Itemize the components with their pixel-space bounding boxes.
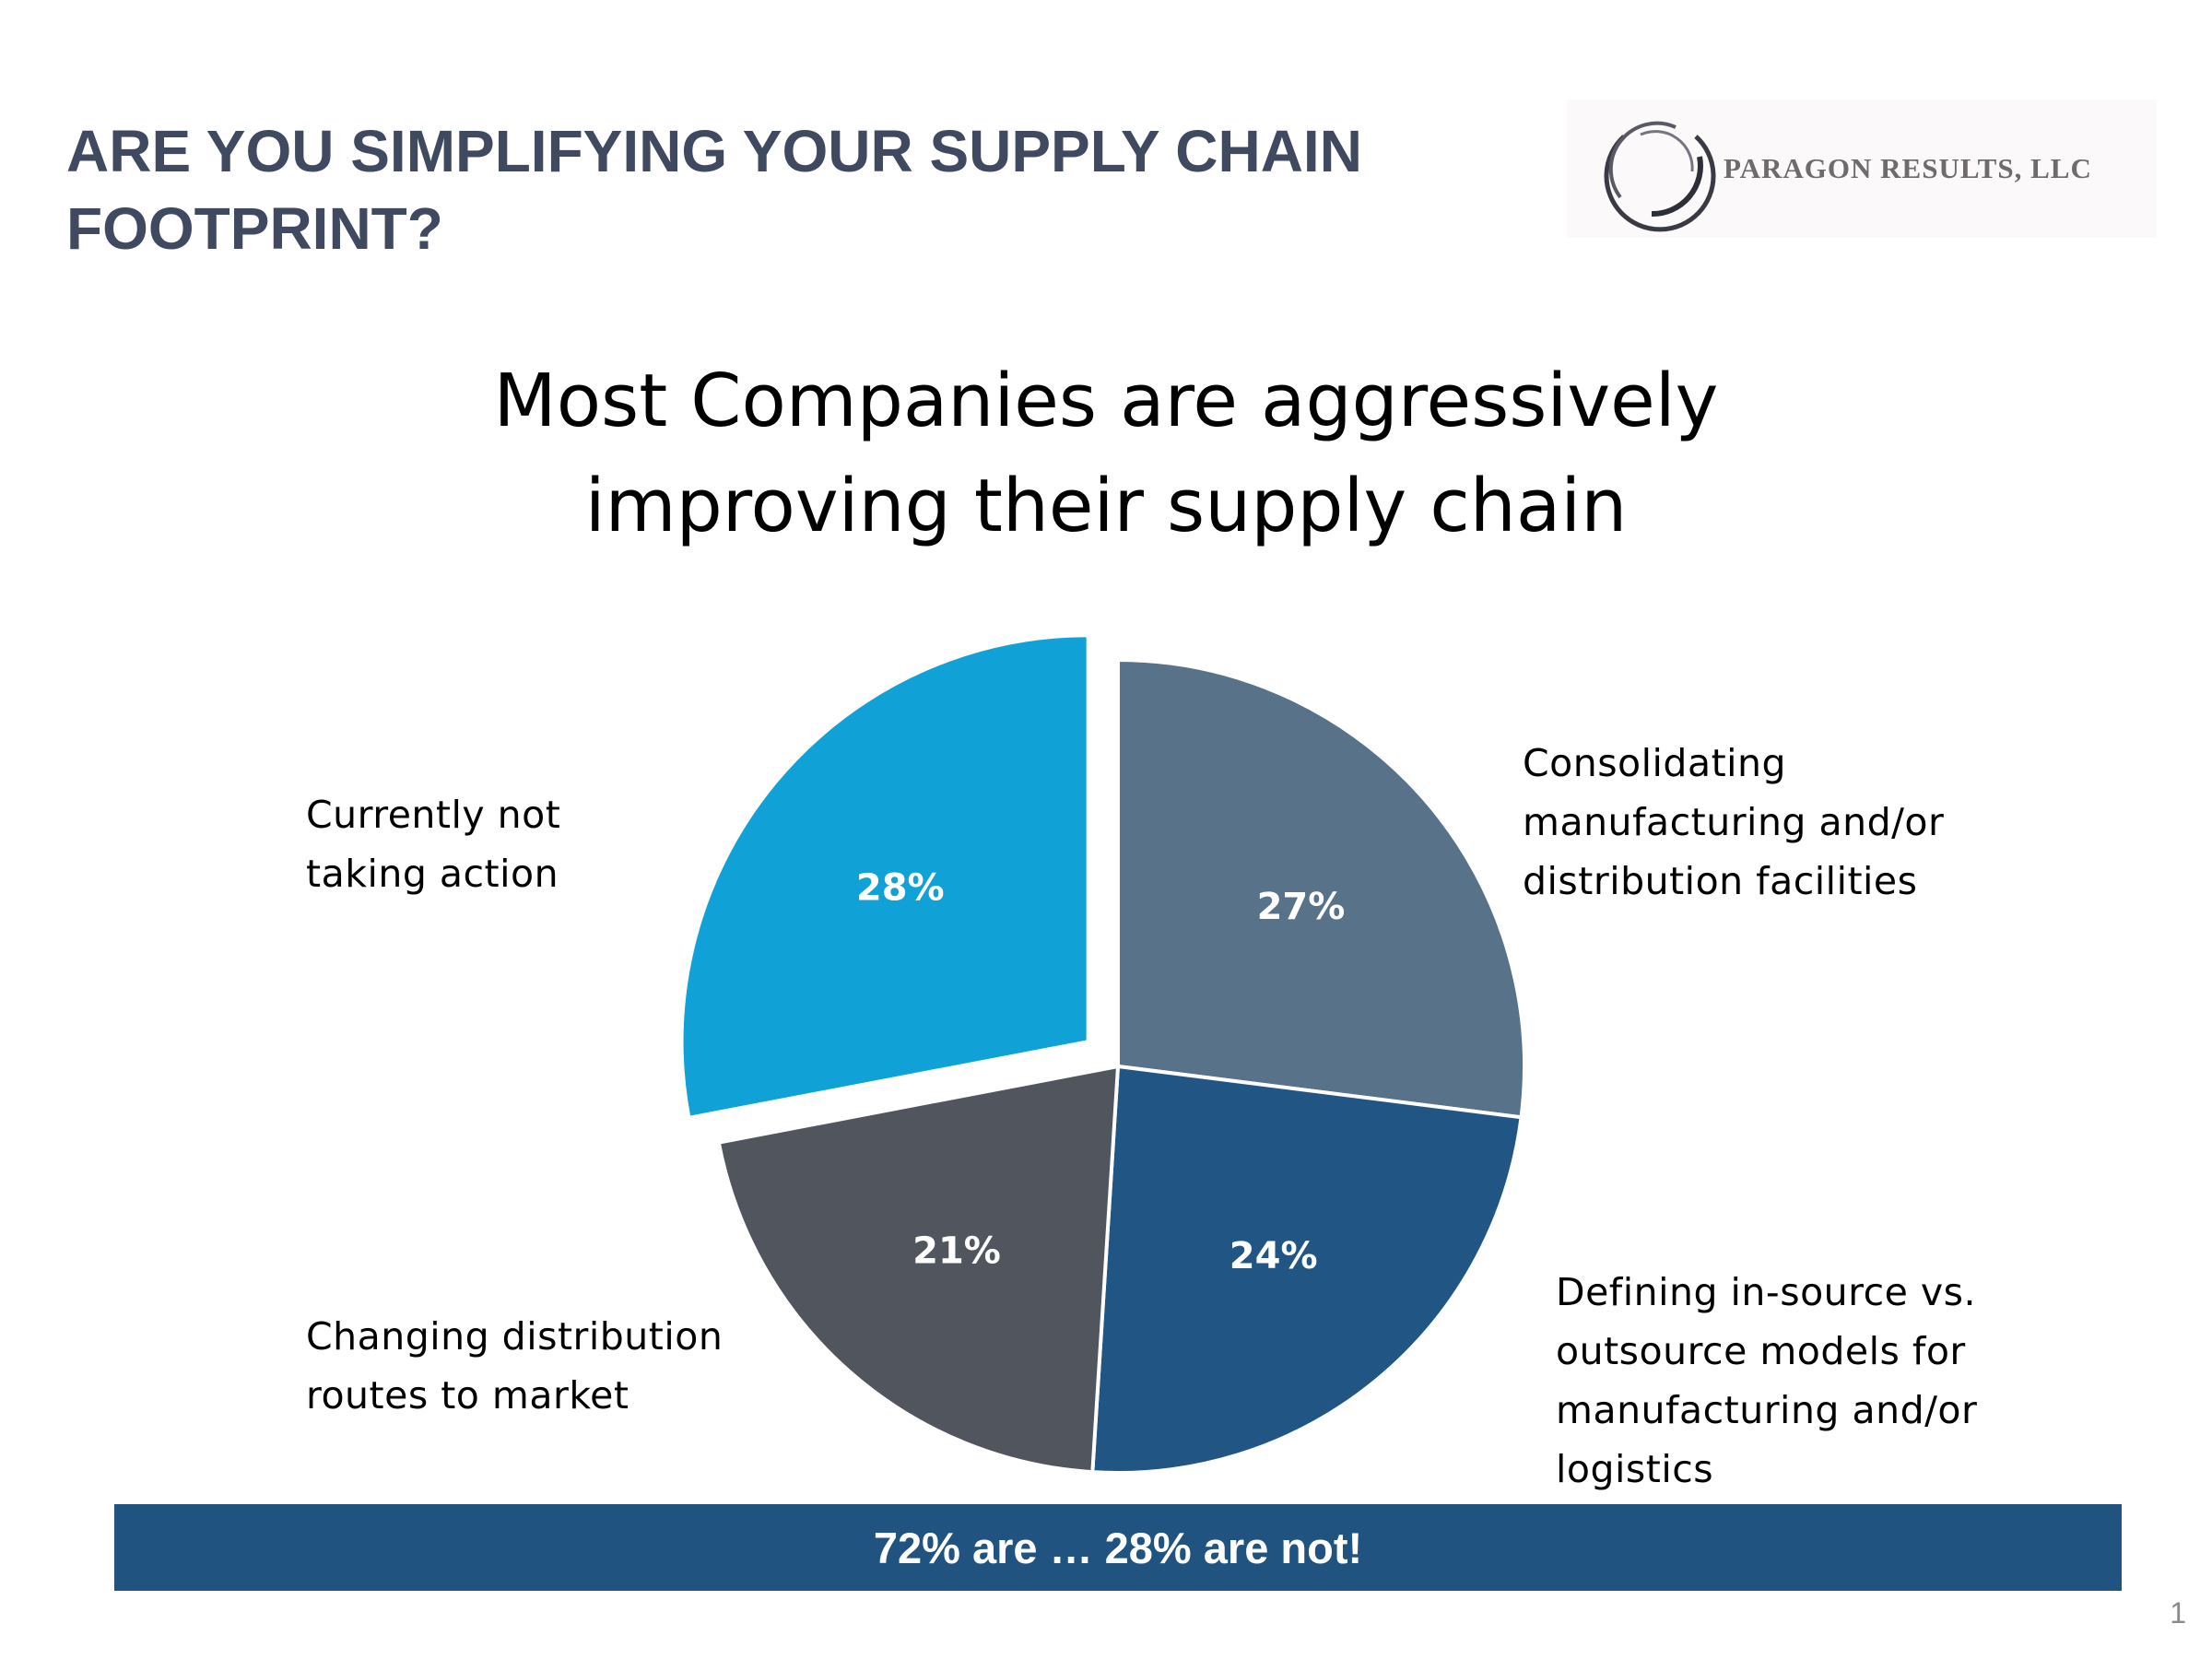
data-label-changing: 21%: [912, 1230, 1001, 1272]
summary-banner: 72% are … 28% are not!: [114, 1504, 2122, 1591]
pie-slice-not-taking-action: [679, 633, 1090, 1121]
pie-slice-consolidating: [1116, 657, 1526, 1120]
label-defining: Defining in-source vs. outsource models …: [1556, 1270, 1978, 1491]
data-label-consolidating: 27%: [1257, 886, 1346, 928]
label-changing: Changing distribution routes to market: [306, 1314, 724, 1418]
chart-title: Most Companies are aggressively improving…: [493, 359, 1719, 548]
logo-text: PARAGON RESULTS, LLC: [1724, 152, 2092, 184]
data-label-not-taking-action: 28%: [856, 867, 945, 910]
label-consolidating: Consolidating manufacturing and/or distr…: [1523, 741, 1945, 903]
label-not-taking-action: Currently not taking action: [306, 793, 561, 896]
company-logo: PARAGON RESULTS, LLC: [1567, 100, 2157, 238]
summary-banner-text: 72% are … 28% are not!: [873, 1523, 1363, 1572]
pie-slice-defining: [1090, 1064, 1524, 1475]
logo-swirl-icon: [1604, 121, 1716, 232]
slide-title: ARE YOU SIMPLIFYING YOUR SUPPLY CHAIN FO…: [66, 118, 1362, 262]
pie-slice-changing: [716, 1064, 1121, 1475]
page-number: 1: [2170, 1596, 2186, 1630]
data-label-defining: 24%: [1230, 1235, 1318, 1277]
